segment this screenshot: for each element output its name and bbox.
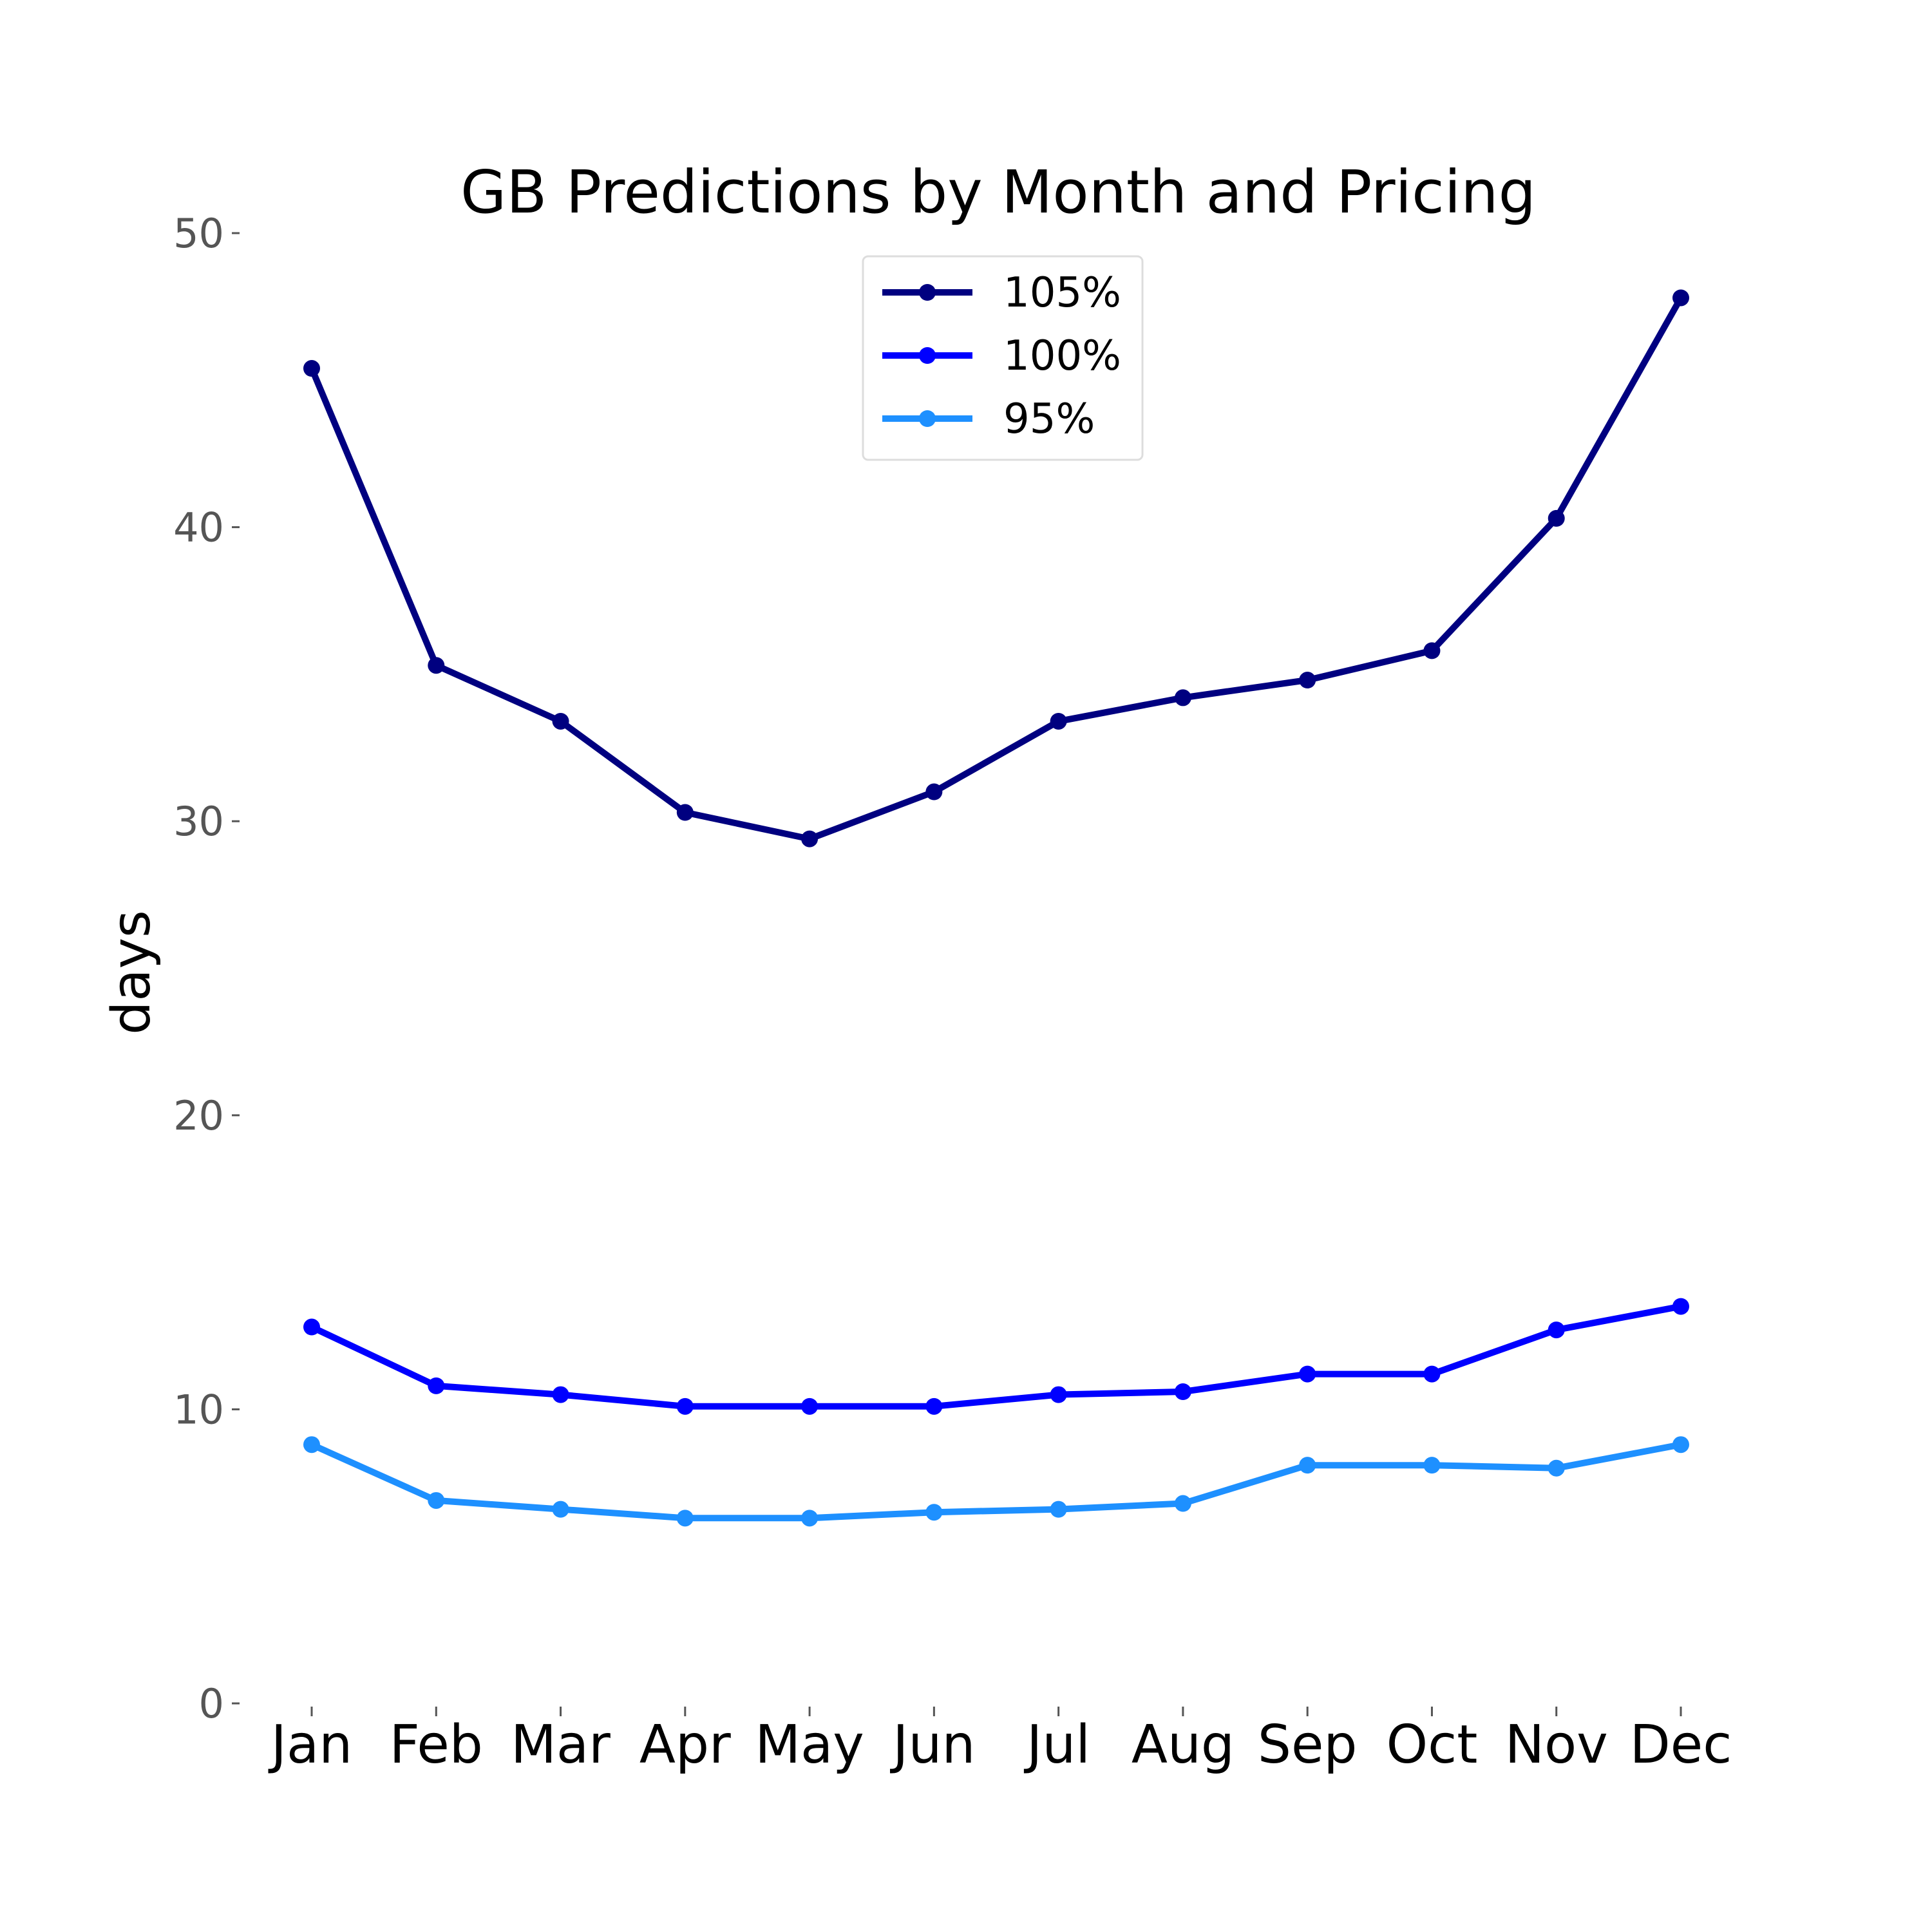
y-axis: 0 10 20 30 40 50	[173, 210, 240, 1727]
y-tick-label: 30	[173, 798, 224, 845]
series-line	[308, 1303, 1684, 1410]
data-point	[1050, 712, 1067, 730]
x-tick-label-jul: Jul	[1023, 1714, 1090, 1776]
series-1	[303, 1298, 1689, 1415]
data-point	[1174, 1383, 1191, 1401]
data-point	[925, 1397, 943, 1415]
data-point	[1423, 1365, 1441, 1383]
data-point	[428, 1377, 445, 1394]
y-tick-label: 20	[173, 1092, 224, 1139]
x-axis: Jan Feb Mar Apr May Jun Jul Aug Sep Oct Nov Dec	[268, 1707, 1732, 1776]
legend: 105% 100% 95%	[862, 255, 1144, 461]
y-tick-label: 40	[173, 504, 224, 551]
data-point	[303, 360, 320, 377]
data-point	[801, 830, 819, 848]
series-0	[303, 289, 1689, 848]
data-point	[925, 1504, 943, 1521]
data-point	[552, 712, 569, 730]
legend-item: 95%	[882, 395, 1095, 443]
legend-swatch-marker	[919, 347, 936, 364]
legend-swatch-marker	[919, 410, 936, 427]
x-tick-label-may: May	[755, 1714, 864, 1776]
x-tick-label-dec: Dec	[1630, 1714, 1732, 1776]
data-point	[552, 1386, 569, 1403]
series-line	[308, 294, 1684, 842]
x-tick-label-aug: Aug	[1132, 1714, 1235, 1776]
data-point	[801, 1397, 819, 1415]
data-point	[676, 804, 694, 821]
y-axis-label: days	[101, 910, 162, 1035]
x-tick-label-sep: Sep	[1258, 1714, 1358, 1776]
legend-item: 100%	[882, 332, 1121, 380]
x-tick-label-mar: Mar	[511, 1714, 611, 1776]
data-point	[1299, 1365, 1316, 1383]
legend-item: 105%	[882, 269, 1121, 317]
legend-frame	[862, 255, 1144, 461]
data-point	[1299, 1457, 1316, 1474]
series-layer	[303, 289, 1689, 1527]
data-point	[1548, 1459, 1565, 1477]
data-point	[1672, 289, 1689, 307]
data-point	[1050, 1501, 1067, 1518]
chart-title: GB Predictions by Month and Pricing	[460, 158, 1536, 227]
y-tick-label: 0	[199, 1680, 224, 1727]
data-point	[552, 1501, 569, 1518]
data-point	[1672, 1436, 1689, 1454]
data-point	[1299, 672, 1316, 689]
y-tick-label: 10	[173, 1386, 224, 1433]
legend-swatch-marker	[919, 284, 936, 301]
x-tick-label-oct: Oct	[1387, 1714, 1478, 1776]
data-point	[428, 1492, 445, 1509]
x-tick-label-nov: Nov	[1505, 1714, 1608, 1776]
data-point	[1548, 1321, 1565, 1339]
data-point	[1548, 509, 1565, 527]
x-tick-label-apr: Apr	[639, 1714, 731, 1776]
series-line	[308, 1441, 1684, 1522]
legend-label: 105%	[1003, 269, 1121, 317]
data-point	[1050, 1386, 1067, 1403]
data-point	[303, 1318, 320, 1336]
legend-label: 100%	[1003, 332, 1121, 380]
y-tick-label: 50	[173, 210, 224, 257]
data-point	[925, 783, 943, 800]
data-point	[676, 1397, 694, 1415]
data-point	[676, 1510, 694, 1527]
data-point	[428, 657, 445, 674]
data-point	[303, 1436, 320, 1454]
data-point	[801, 1510, 819, 1527]
x-tick-label-jun: Jun	[889, 1714, 975, 1776]
data-point	[1174, 1495, 1191, 1512]
data-point	[1174, 689, 1191, 706]
data-point	[1672, 1298, 1689, 1315]
series-2	[303, 1436, 1689, 1527]
legend-label: 95%	[1003, 395, 1095, 443]
x-tick-label-feb: Feb	[390, 1714, 483, 1776]
data-point	[1423, 642, 1441, 659]
x-tick-label-jan: Jan	[268, 1714, 352, 1776]
data-point	[1423, 1457, 1441, 1474]
